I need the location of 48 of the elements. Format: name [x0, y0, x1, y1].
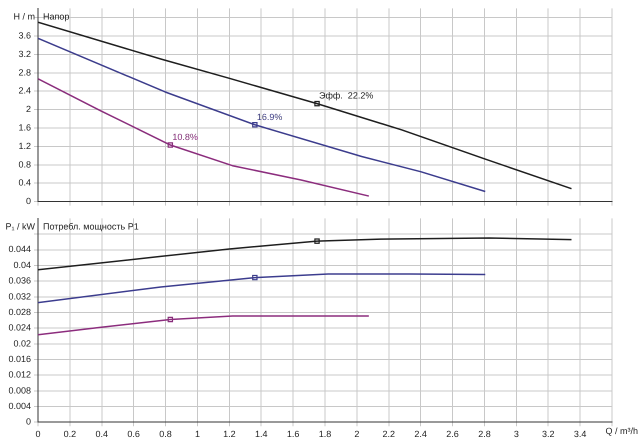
- y-axis-title: P₁ / kW: [5, 221, 36, 232]
- y-tick-label: 0: [26, 416, 31, 427]
- y-tick-label: 0.036: [8, 276, 31, 286]
- x-tick-label: 0.4: [96, 429, 108, 440]
- annotation: 16.9%: [256, 112, 282, 122]
- annotation: Эфф. 22.2%: [319, 90, 374, 101]
- y-tick-label: 2: [26, 104, 31, 114]
- x-tick-label: 1.6: [286, 429, 300, 440]
- x-tick-label: 1.2: [223, 429, 236, 440]
- y-tick-label: 2.4: [18, 86, 31, 96]
- y-tick-label: 0.004: [8, 401, 31, 412]
- x-tick-label: 0.2: [64, 429, 76, 440]
- y-tick-label: 1.6: [18, 122, 31, 132]
- x-tick-label: 2.4: [414, 429, 427, 440]
- y-tick-label: 0.028: [8, 306, 31, 317]
- annotation: 10.8%: [172, 132, 198, 142]
- x-tick-label: 2.6: [446, 429, 459, 440]
- y-axis-title: H / m: [14, 11, 35, 22]
- y-tick-label: 0.044: [8, 244, 31, 254]
- x-tick-label: 2.2: [382, 429, 396, 440]
- y-tick-label: 0: [26, 196, 31, 206]
- y-tick-label: 1.2: [18, 140, 31, 151]
- x-tick-label: 1: [194, 429, 200, 440]
- y-tick-label: 0.04: [13, 260, 31, 270]
- y-tick-label: 3.6: [18, 30, 31, 40]
- x-tick-label: 0: [35, 429, 41, 440]
- y-tick-label: 0.4: [18, 178, 31, 188]
- x-tick-label: 2: [354, 429, 360, 440]
- y-tick-label: 0.032: [8, 291, 31, 302]
- chart-title: Потребл. мощность P1: [43, 221, 139, 232]
- y-tick-label: 0.8: [18, 159, 31, 170]
- x-tick-label: 0.6: [127, 429, 140, 440]
- x-tick-label: 3: [514, 429, 519, 440]
- x-tick-label: 2.8: [478, 429, 491, 440]
- y-tick-label: 0.012: [8, 370, 31, 380]
- x-axis-title: Q / m³/h: [605, 426, 638, 436]
- x-tick-label: 3.4: [574, 429, 586, 440]
- x-tick-label: 1.8: [318, 429, 332, 440]
- y-tick-label: 0.008: [8, 385, 31, 396]
- y-tick-label: 0.024: [8, 322, 31, 333]
- y-tick-label: 0.02: [13, 338, 31, 348]
- y-tick-label: 2.8: [18, 67, 31, 78]
- x-tick-label: 0.8: [159, 429, 172, 440]
- y-tick-label: 3.2: [18, 48, 31, 59]
- chart-title: Напор: [43, 11, 70, 22]
- x-tick-label: 1.4: [254, 429, 268, 440]
- x-tick-label: 3.2: [542, 429, 554, 440]
- y-tick-label: 0.016: [8, 354, 31, 364]
